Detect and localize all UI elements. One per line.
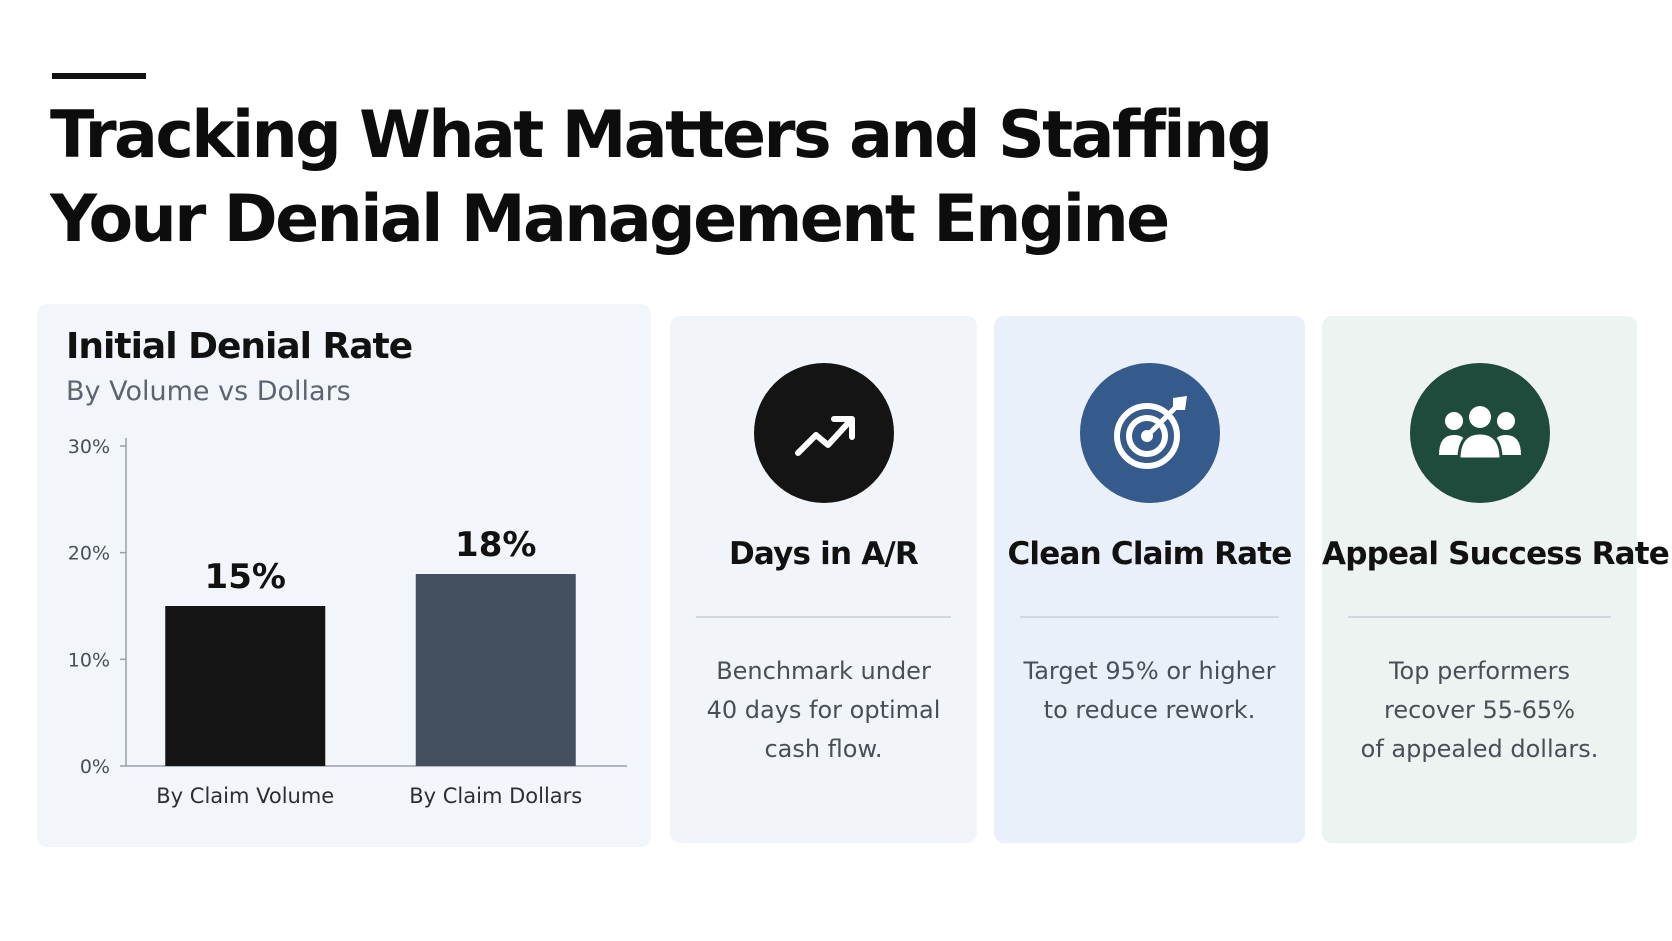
metric-description-line: cash flow.: [764, 735, 883, 763]
metric-description: Top performers recover 55-65% of appeale…: [1332, 652, 1627, 769]
metric-card-clean-claim-rate: Clean Claim Rate Target 95% or higher to…: [994, 316, 1305, 843]
metric-description-line: Benchmark under: [716, 657, 931, 685]
target-icon: [1080, 363, 1220, 503]
metric-description: Target 95% or higher to reduce rework.: [1004, 652, 1295, 730]
metric-divider: [696, 616, 951, 618]
trending-up-icon: [754, 363, 894, 503]
bar: [415, 574, 576, 766]
denial-rate-chart-card: Initial Denial Rate By Volume vs Dollars…: [37, 304, 651, 847]
metric-description-line: recover 55-65%: [1384, 696, 1575, 724]
y-tick-label: 20%: [68, 543, 110, 565]
users-icon: [1410, 363, 1550, 503]
metric-description: Benchmark under 40 days for optimal cash…: [680, 652, 967, 769]
metric-description-line: of appealed dollars.: [1360, 735, 1599, 763]
title-accent-rule: [52, 73, 146, 79]
chart-subtitle: By Volume vs Dollars: [66, 376, 351, 407]
metric-description-line: to reduce rework.: [1043, 696, 1256, 724]
y-tick-label: 30%: [68, 436, 110, 458]
x-tick-label: By Claim Volume: [156, 784, 334, 808]
metric-label: Appeal Success Rate: [1322, 536, 1670, 572]
bar-value-label: 15%: [205, 557, 286, 597]
metric-description-line: Target 95% or higher: [1023, 657, 1276, 685]
metric-label: Days in A/R: [728, 536, 919, 572]
metric-card-appeal-success-rate: Appeal Success Rate Top performers recov…: [1322, 316, 1670, 843]
denial-rate-bar-chart: 0% 10% 20% 30% 15% By Claim Volume 18% By Claim…: [68, 436, 627, 808]
y-tick-label: 0%: [80, 756, 110, 778]
metric-description-line: Top performers: [1388, 657, 1571, 685]
bar: [165, 606, 326, 766]
y-tick-label: 10%: [68, 649, 110, 671]
chart-title: Initial Denial Rate: [66, 326, 413, 367]
page-title-line-1: Tracking What Matters and Staffing: [50, 98, 1273, 173]
metric-divider: [1348, 616, 1611, 618]
x-tick-label: By Claim Dollars: [409, 784, 582, 808]
metric-label: Clean Claim Rate: [1007, 536, 1292, 572]
bar-value-label: 18%: [455, 525, 536, 565]
metric-card-days-in-ar: Days in A/R Benchmark under 40 days for …: [670, 316, 977, 843]
metric-description-line: 40 days for optimal: [706, 696, 941, 724]
page-title: Tracking What Matters and Staffing Your …: [50, 94, 1350, 262]
page-title-line-2: Your Denial Management Engine: [50, 182, 1170, 257]
metric-divider: [1020, 616, 1279, 618]
